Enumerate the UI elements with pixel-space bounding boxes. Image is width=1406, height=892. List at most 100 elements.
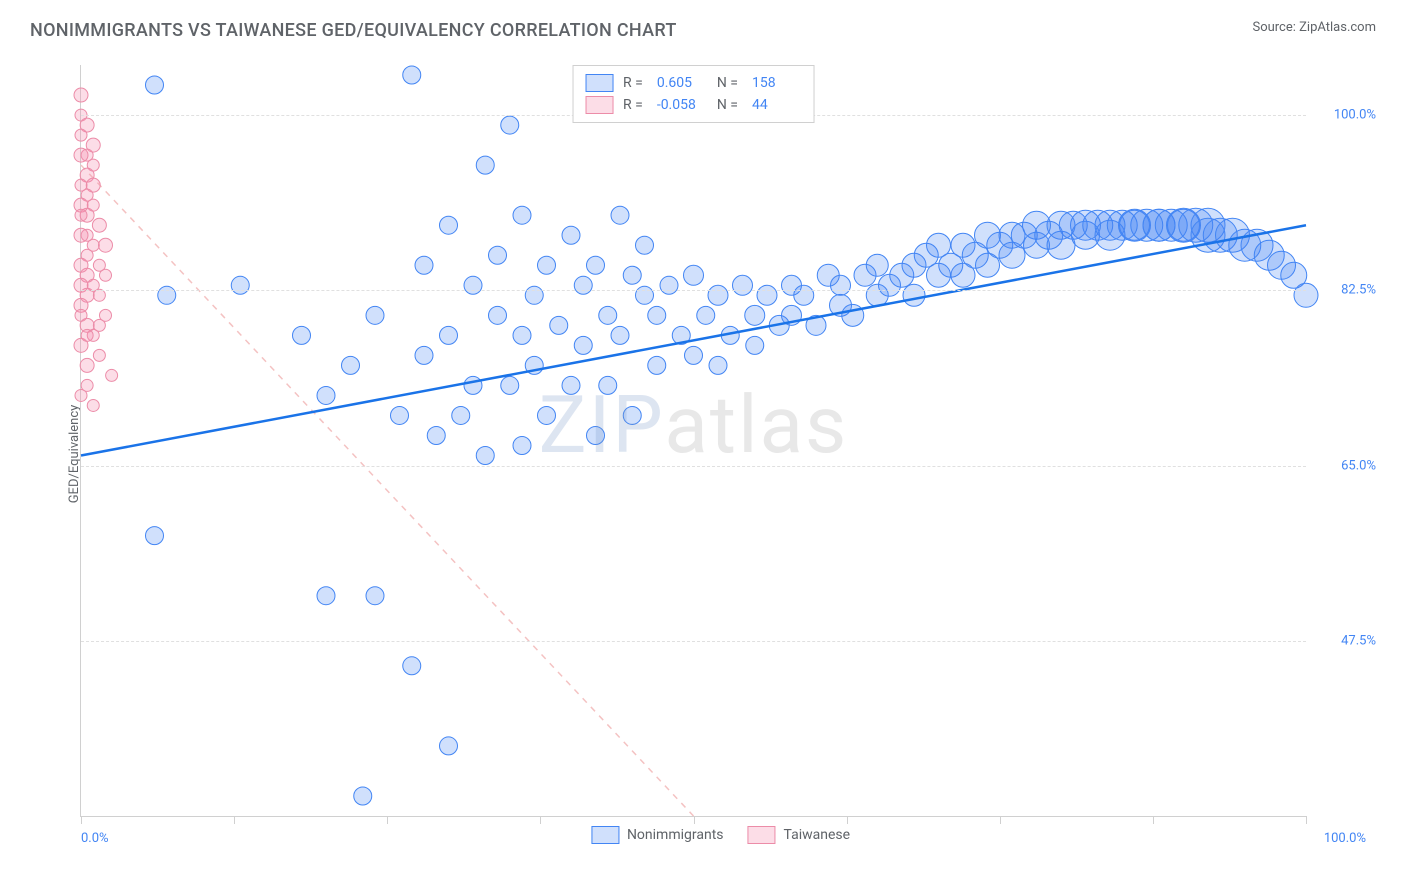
point-nonimmigrants xyxy=(599,306,617,324)
legend-r-value: -0.058 xyxy=(657,94,707,116)
point-nonimmigrants xyxy=(317,386,335,404)
legend-swatch xyxy=(585,74,613,92)
point-nonimmigrants xyxy=(866,254,888,276)
point-nonimmigrants xyxy=(745,305,765,325)
point-nonimmigrants xyxy=(501,376,519,394)
point-nonimmigrants xyxy=(538,256,556,274)
point-nonimmigrants xyxy=(391,406,409,424)
legend-r-label: R = xyxy=(623,72,643,94)
footer-legend-label: Taiwanese xyxy=(784,827,851,843)
legend-row: R = -0.058 N = 44 xyxy=(585,94,802,116)
x-axis-min-label: 0.0% xyxy=(81,831,109,846)
point-taiwanese xyxy=(92,218,106,232)
x-axis-max-label: 100.0% xyxy=(1324,831,1366,846)
point-taiwanese xyxy=(74,148,88,162)
point-nonimmigrants xyxy=(476,447,494,465)
point-nonimmigrants xyxy=(231,276,249,294)
footer-legend-item: Nonimmigrants xyxy=(591,826,724,844)
point-nonimmigrants xyxy=(452,406,470,424)
point-taiwanese xyxy=(75,129,87,141)
point-taiwanese xyxy=(80,358,94,372)
chart-container: GED/Equivalency R = 0.605 N = 158 R = -0… xyxy=(55,55,1386,852)
point-taiwanese xyxy=(74,228,88,242)
point-nonimmigrants xyxy=(440,737,458,755)
point-nonimmigrants xyxy=(403,657,421,675)
correlation-legend: R = 0.605 N = 158 R = -0.058 N = 44 xyxy=(572,65,815,123)
x-tick xyxy=(387,816,388,824)
point-nonimmigrants xyxy=(513,206,531,224)
point-nonimmigrants xyxy=(403,66,421,84)
point-taiwanese xyxy=(100,269,112,281)
x-tick xyxy=(81,816,82,824)
scatter-svg xyxy=(81,65,1306,816)
point-nonimmigrants xyxy=(697,306,715,324)
chart-title: NONIMMIGRANTS VS TAIWANESE GED/EQUIVALEN… xyxy=(30,20,677,41)
point-nonimmigrants xyxy=(476,156,494,174)
point-nonimmigrants xyxy=(513,326,531,344)
point-nonimmigrants xyxy=(513,437,531,455)
y-tick-label: 65.0% xyxy=(1341,458,1376,473)
point-taiwanese xyxy=(93,319,105,331)
gridline xyxy=(81,290,1306,291)
point-nonimmigrants xyxy=(831,275,851,295)
point-nonimmigrants xyxy=(660,276,678,294)
point-nonimmigrants xyxy=(733,275,753,295)
point-nonimmigrants xyxy=(489,246,507,264)
point-nonimmigrants xyxy=(684,265,704,285)
point-nonimmigrants xyxy=(538,406,556,424)
point-nonimmigrants xyxy=(146,76,164,94)
point-nonimmigrants xyxy=(636,286,654,304)
legend-swatch xyxy=(748,826,776,844)
point-nonimmigrants xyxy=(842,304,864,326)
point-nonimmigrants xyxy=(366,587,384,605)
legend-n-label: N = xyxy=(717,72,738,94)
point-nonimmigrants xyxy=(685,346,703,364)
point-nonimmigrants xyxy=(525,286,543,304)
plot-area: R = 0.605 N = 158 R = -0.058 N = 44 ZIPa… xyxy=(80,65,1306,817)
point-nonimmigrants xyxy=(587,256,605,274)
point-nonimmigrants xyxy=(648,306,666,324)
point-nonimmigrants xyxy=(757,285,777,305)
trendline-nonimmigrants xyxy=(81,225,1306,455)
point-nonimmigrants xyxy=(648,356,666,374)
point-nonimmigrants xyxy=(317,587,335,605)
point-nonimmigrants xyxy=(415,256,433,274)
point-nonimmigrants xyxy=(1294,283,1318,307)
gridline xyxy=(81,641,1306,642)
y-tick-label: 47.5% xyxy=(1341,633,1376,648)
x-tick xyxy=(694,816,695,824)
legend-swatch xyxy=(585,96,613,114)
point-nonimmigrants xyxy=(794,285,814,305)
y-tick-label: 100.0% xyxy=(1334,108,1376,123)
point-taiwanese xyxy=(99,238,113,252)
point-nonimmigrants xyxy=(611,206,629,224)
footer-legend-label: Nonimmigrants xyxy=(627,827,724,843)
legend-n-value: 158 xyxy=(752,72,802,94)
point-nonimmigrants xyxy=(464,276,482,294)
point-taiwanese xyxy=(74,88,88,102)
point-nonimmigrants xyxy=(903,284,925,306)
point-taiwanese xyxy=(81,329,93,341)
legend-n-value: 44 xyxy=(752,94,802,116)
point-nonimmigrants xyxy=(427,426,445,444)
point-nonimmigrants xyxy=(342,356,360,374)
point-taiwanese xyxy=(106,369,118,381)
footer-legend-item: Taiwanese xyxy=(748,826,851,844)
legend-r-label: R = xyxy=(623,94,643,116)
point-nonimmigrants xyxy=(574,276,592,294)
legend-swatch xyxy=(591,826,619,844)
point-nonimmigrants xyxy=(366,306,384,324)
point-nonimmigrants xyxy=(501,116,519,134)
point-nonimmigrants xyxy=(354,787,372,805)
legend-row: R = 0.605 N = 158 xyxy=(585,72,802,94)
series-legend: Nonimmigrants Taiwanese xyxy=(591,826,850,844)
point-nonimmigrants xyxy=(562,376,580,394)
point-nonimmigrants xyxy=(623,406,641,424)
point-nonimmigrants xyxy=(415,346,433,364)
x-tick xyxy=(1153,816,1154,824)
source-label: Source: ZipAtlas.com xyxy=(1252,20,1376,35)
point-taiwanese xyxy=(75,209,87,221)
legend-r-value: 0.605 xyxy=(657,72,707,94)
point-nonimmigrants xyxy=(440,216,458,234)
legend-n-label: N = xyxy=(717,94,738,116)
